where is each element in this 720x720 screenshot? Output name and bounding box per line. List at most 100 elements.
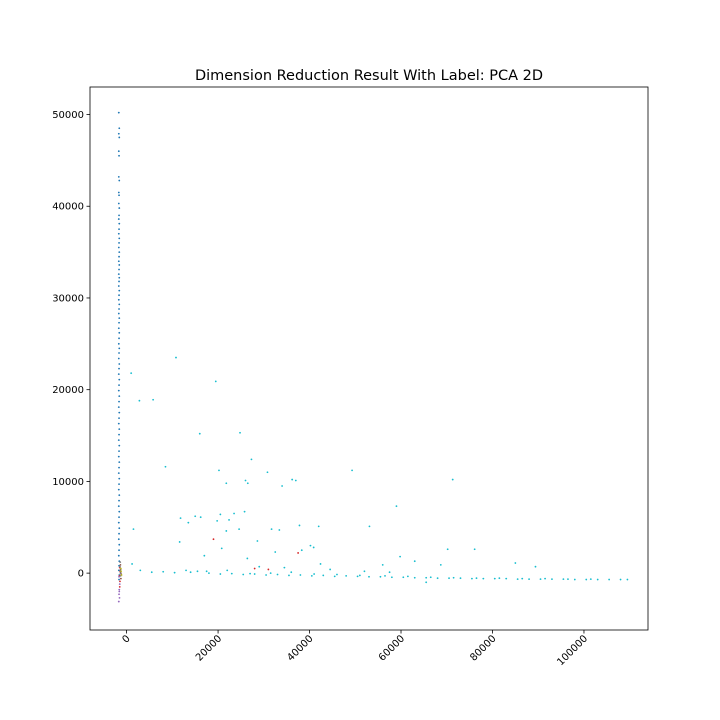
point-s1-45	[312, 546, 315, 549]
point-s0-19	[117, 246, 120, 249]
point-s6-2	[119, 567, 122, 570]
point-s0-2	[117, 132, 120, 135]
point-s1-123	[363, 570, 366, 573]
point-s0-38	[118, 331, 121, 334]
point-s2-3	[119, 580, 121, 583]
point-s1-35	[309, 544, 312, 547]
point-s1-50	[439, 563, 442, 566]
point-s0-55	[117, 422, 120, 425]
point-s0-32	[118, 303, 121, 306]
point-s0-65	[118, 477, 121, 480]
point-s1-112	[452, 576, 455, 579]
point-s1-63	[219, 573, 222, 575]
point-s0-0	[117, 111, 120, 114]
point-s1-52	[473, 548, 476, 551]
point-s0-3	[118, 136, 121, 139]
point-s1-94	[573, 578, 576, 581]
point-s1-53	[514, 562, 517, 564]
point-s1-11	[266, 471, 269, 474]
point-s0-27	[118, 280, 120, 283]
point-s1-90	[528, 578, 530, 580]
y-tick-label: 40000	[52, 202, 84, 213]
point-s1-8	[218, 469, 220, 472]
point-s1-72	[322, 574, 325, 577]
point-s0-52	[117, 406, 120, 409]
point-s1-6	[239, 431, 241, 434]
point-s1-93	[562, 578, 565, 580]
chart-title: Dimension Reduction Result With Label: P…	[195, 68, 543, 84]
point-s0-26	[118, 276, 121, 279]
point-s0-34	[117, 312, 120, 315]
point-s1-4	[152, 398, 155, 401]
point-s1-77	[379, 575, 382, 578]
point-s0-7	[118, 179, 121, 182]
point-s0-63	[118, 466, 120, 469]
point-s1-102	[226, 569, 229, 572]
point-s0-45	[118, 367, 120, 370]
point-s1-62	[208, 572, 210, 575]
point-s0-22	[117, 260, 120, 263]
point-s1-75	[356, 575, 359, 578]
point-s1-5	[198, 432, 201, 435]
point-s1-74	[345, 574, 348, 577]
point-s1-49	[413, 560, 416, 563]
point-s0-56	[118, 428, 121, 431]
point-s0-35	[118, 317, 121, 320]
point-s0-31	[117, 298, 120, 301]
point-s1-33	[278, 529, 281, 531]
point-s1-118	[589, 578, 592, 580]
point-s1-124	[388, 571, 391, 574]
point-s0-75	[118, 532, 120, 535]
point-s0-30	[118, 294, 120, 297]
point-s0-49	[117, 389, 120, 392]
point-s1-27	[228, 519, 230, 521]
point-s1-16	[246, 482, 249, 485]
point-s1-43	[274, 551, 277, 553]
point-s1-67	[265, 574, 267, 576]
point-s1-48	[399, 555, 401, 558]
point-s0-14	[118, 222, 121, 225]
point-s1-66	[253, 573, 256, 575]
point-s5-4	[119, 561, 122, 564]
point-s1-88	[505, 577, 508, 580]
point-s1-54	[534, 565, 537, 568]
point-s0-21	[118, 255, 120, 258]
point-s1-70	[299, 574, 302, 576]
point-s1-39	[178, 541, 181, 543]
point-s1-36	[317, 525, 320, 528]
point-s0-39	[118, 337, 120, 340]
point-s0-78	[118, 549, 120, 552]
point-s1-85	[471, 577, 473, 580]
point-s1-57	[150, 571, 153, 574]
point-s1-19	[132, 528, 135, 530]
point-s1-42	[246, 557, 249, 560]
point-s0-17	[118, 237, 121, 240]
point-s0-58	[117, 439, 120, 442]
point-s0-43	[117, 357, 120, 360]
point-s2-8	[212, 538, 215, 541]
point-s1-86	[482, 577, 485, 580]
point-s0-66	[118, 483, 120, 486]
point-s1-12	[281, 485, 283, 487]
point-s0-4	[117, 150, 120, 153]
point-s1-95	[585, 578, 588, 581]
point-s0-18	[118, 242, 120, 244]
point-s1-101	[205, 570, 208, 573]
point-s3-2	[118, 597, 121, 599]
point-s0-15	[118, 228, 120, 231]
point-s1-92	[551, 578, 553, 580]
point-s0-57	[118, 433, 120, 436]
point-s1-47	[381, 563, 384, 566]
point-s0-54	[118, 417, 120, 420]
point-s0-48	[118, 384, 120, 386]
point-s1-44	[300, 549, 303, 552]
point-s0-62	[118, 461, 121, 464]
point-s1-20	[179, 517, 182, 519]
point-s0-73	[117, 521, 120, 524]
point-s4-2	[119, 563, 122, 566]
point-s0-47	[118, 378, 121, 381]
point-s0-20	[118, 251, 121, 254]
point-s3-6	[118, 575, 120, 578]
point-s0-50	[118, 395, 121, 398]
point-s1-76	[368, 575, 370, 578]
